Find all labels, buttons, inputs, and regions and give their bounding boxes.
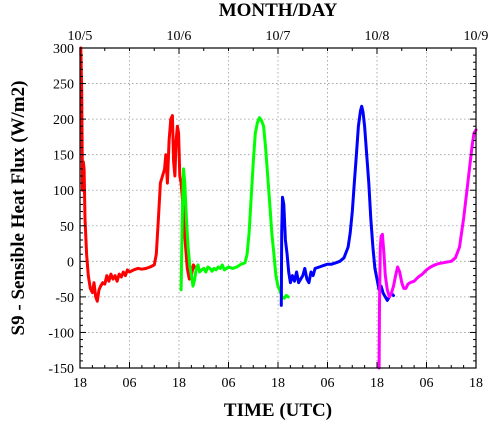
x-axis-title: TIME (UTC) [224,400,332,421]
series-group [79,46,478,370]
y-tick-label: -50 [55,291,74,306]
top-axis-title: MONTH/DAY [219,0,338,21]
y-tick-label: 0 [67,255,74,270]
x-tick-label: 06 [222,376,236,391]
y-tick-label: 150 [53,149,74,164]
x-tick-label: 18 [172,376,186,391]
x-tick-label: 18 [271,376,285,391]
y-axis-title: S9 - Sensible Heat Flux (W/m2) [8,81,29,336]
y-tick-label: -150 [48,362,74,377]
x-tick-label: 06 [321,376,335,391]
top-tick-label: 10/5 [68,29,93,44]
series-line-2 [179,116,290,300]
series-line-4 [377,128,478,370]
series-line-3 [279,104,395,307]
y-tick-label: 250 [53,78,74,93]
y-tick-label: 100 [53,184,74,199]
x-tick-label: 06 [123,376,137,391]
y-tick-label: 300 [53,42,74,57]
x-tick-label: 18 [469,376,483,391]
y-tick-label: 50 [60,220,74,235]
x-tick-label: 18 [370,376,384,391]
top-tick-label: 10/9 [464,29,489,44]
series-line-1 [79,46,200,303]
x-tick-label: 06 [420,376,434,391]
tick-labels: -150 -100 -50 0 50 100 150 200 250 300 18 06 18 06 18 0… [48,29,488,391]
top-tick-label: 10/6 [167,29,192,44]
y-tick-label: 200 [53,113,74,128]
y-tick-label: -100 [48,326,74,341]
x-tick-label: 18 [73,376,87,391]
tick-marks [79,47,477,369]
grid [80,48,476,368]
top-tick-label: 10/7 [266,29,291,44]
top-tick-label: 10/8 [365,29,390,44]
